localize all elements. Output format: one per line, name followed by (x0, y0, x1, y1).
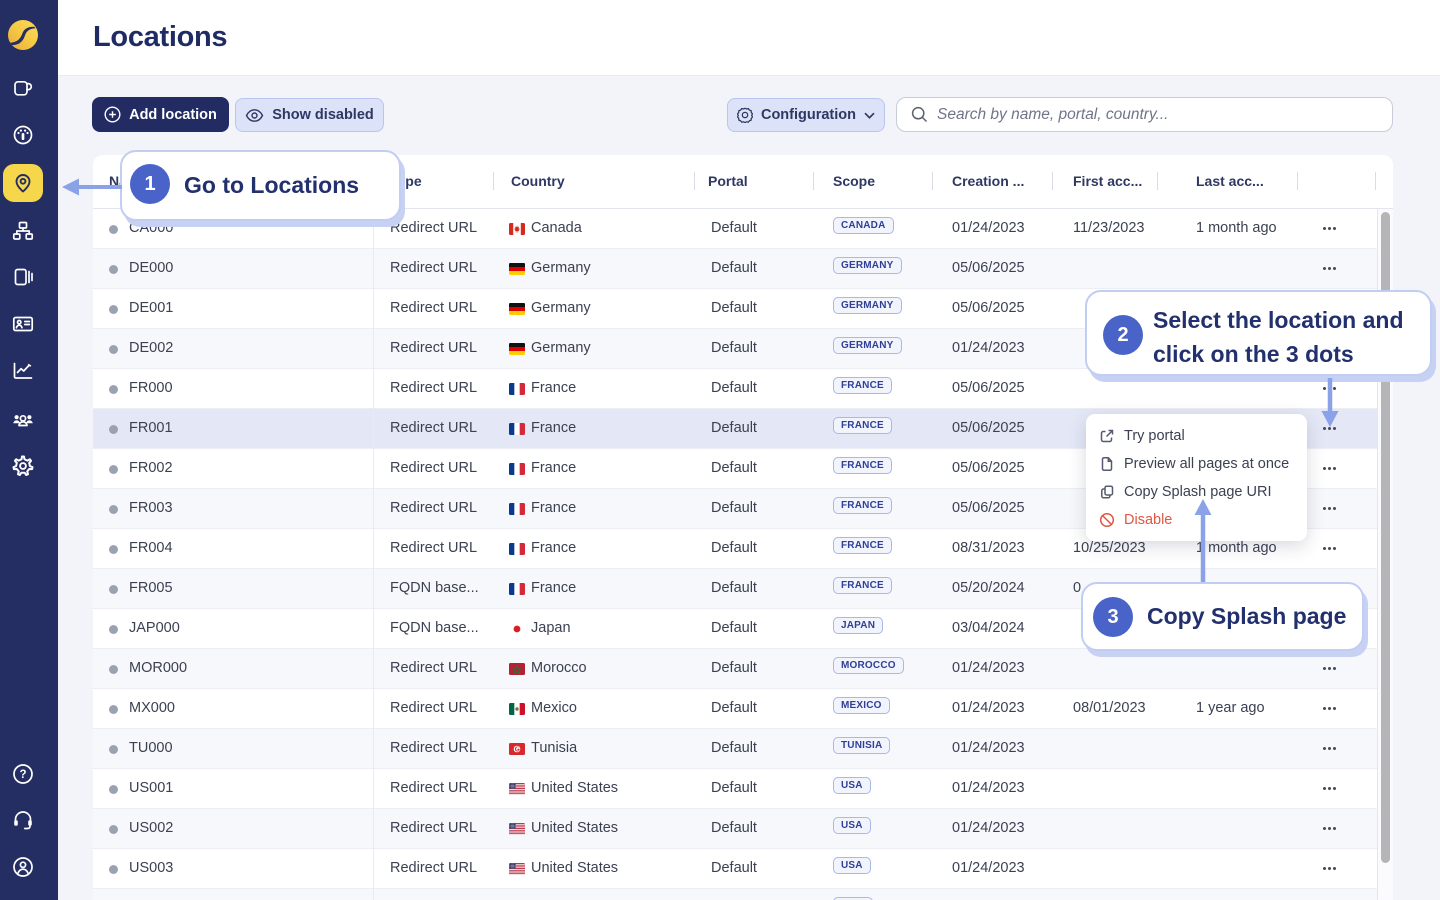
svg-text:?: ? (19, 769, 26, 781)
